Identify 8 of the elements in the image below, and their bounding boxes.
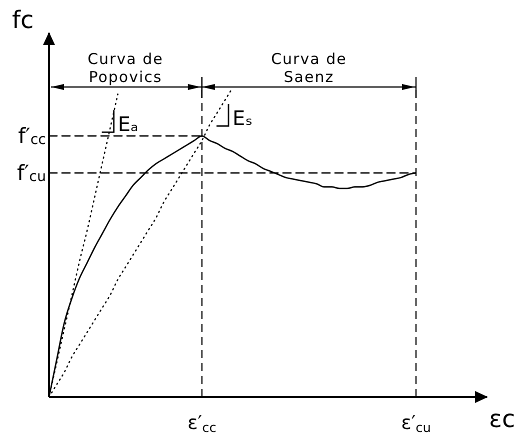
x-tick-label: ε′$_{cc}$ (188, 412, 216, 434)
annotation: Eₛ (232, 106, 253, 130)
y-axis-title: fc (12, 6, 34, 34)
text: Curva de Saenz (271, 50, 347, 86)
text: Curva de Popovics (88, 50, 164, 86)
annotation: Eₐ (118, 112, 138, 136)
x-axis-title: εc (489, 405, 516, 433)
x-tick-label: ε′$_{cu}$ (401, 412, 431, 434)
